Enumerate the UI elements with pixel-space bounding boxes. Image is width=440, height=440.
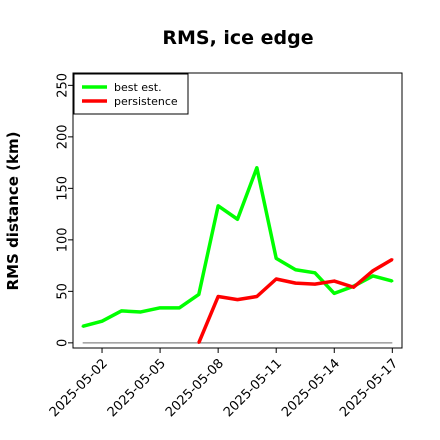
data-point <box>391 258 394 261</box>
x-tick-label: 2025-05-11 <box>221 356 285 420</box>
y-tick-label: 0 <box>56 339 71 347</box>
data-point <box>178 306 181 310</box>
y-axis-label: RMS distance (km) <box>4 132 22 291</box>
series-line-persistence <box>197 257 394 344</box>
series-line-best-est <box>82 166 393 329</box>
data-point <box>216 295 220 298</box>
data-point <box>294 281 297 285</box>
data-point <box>275 277 278 281</box>
y-tick-label: 100 <box>56 227 71 252</box>
data-point <box>197 293 200 296</box>
y-tick-label: 250 <box>56 73 71 98</box>
x-tick-label: 2025-05-02 <box>47 356 111 420</box>
data-point <box>333 279 336 283</box>
data-point <box>139 310 142 314</box>
data-point <box>352 286 355 289</box>
data-point <box>255 295 259 298</box>
legend-box <box>73 73 189 115</box>
x-tick-label: 2025-05-08 <box>163 356 227 420</box>
data-point <box>255 166 259 169</box>
data-point <box>294 268 297 271</box>
data-point <box>236 218 239 221</box>
data-point <box>371 274 375 278</box>
plot-area: 0501001502002502025-05-022025-05-052025-… <box>47 72 403 420</box>
x-tick-label: 2025-05-14 <box>279 356 343 420</box>
data-point <box>100 320 104 323</box>
legend-label: persistence <box>114 95 178 108</box>
y-tick-label: 150 <box>56 176 71 201</box>
x-tick-label: 2025-05-05 <box>105 356 169 420</box>
data-point <box>371 269 375 272</box>
x-tick-label: 2025-05-17 <box>337 356 401 420</box>
data-point <box>81 325 84 328</box>
plot-frame <box>72 72 403 349</box>
data-point <box>391 279 394 283</box>
data-point <box>120 309 123 313</box>
y-tick-label: 50 <box>56 283 71 300</box>
legend-label: best est. <box>114 81 162 94</box>
data-point <box>216 204 220 208</box>
data-point <box>275 257 278 260</box>
data-point <box>313 271 317 275</box>
data-point <box>333 292 336 295</box>
data-point <box>313 282 317 286</box>
y-tick-label: 200 <box>56 124 71 149</box>
data-point <box>158 306 162 310</box>
chart-title: RMS, ice edge <box>162 27 313 49</box>
data-point <box>236 298 239 301</box>
data-point <box>197 341 200 345</box>
